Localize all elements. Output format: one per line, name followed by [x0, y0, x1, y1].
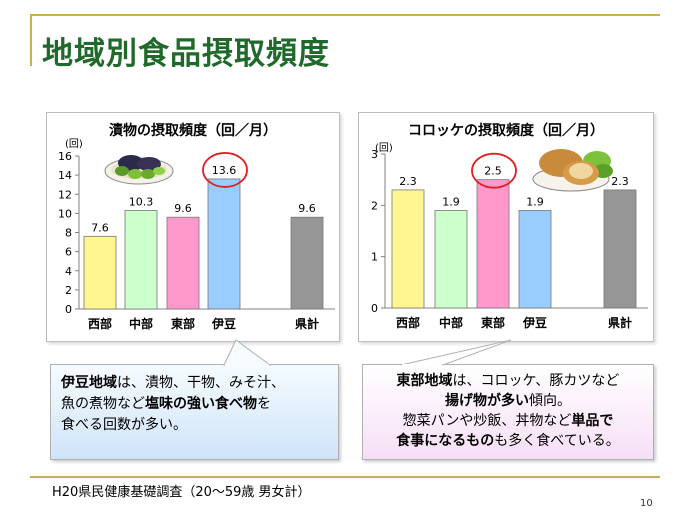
bar	[603, 189, 637, 309]
tobu-callout-line-4: 食事になるものも多く食べている。	[396, 433, 620, 449]
x-tick-label: 県計	[608, 315, 632, 330]
y-tick-label: 2	[371, 199, 378, 212]
pickles-chart: 漬物の摂取頻度（回／月） (回) 0 2 4 6 8 10 12 14 16 7.6 西部 10.3 中…	[58, 122, 335, 331]
y-unit-label: (回)	[65, 138, 83, 150]
y-tick-label: 10	[58, 207, 72, 220]
y-tick-label: 0	[371, 302, 378, 315]
x-tick-label: 西部	[396, 315, 420, 330]
left-accent-rule	[30, 14, 32, 66]
highlight-circle	[202, 152, 248, 188]
x-tick-label: 東部	[481, 315, 505, 330]
bar	[518, 210, 552, 309]
bar	[476, 179, 510, 309]
chart-title: 漬物の摂取頻度（回／月）	[109, 122, 277, 139]
x-tick-label: 中部	[129, 316, 153, 331]
tobu-callout-line-3: 惣菜パンや炒飯、丼物など単品で	[402, 413, 614, 429]
izu-callout-line-3: 食べる回数が多い。	[61, 417, 187, 433]
y-tick-label: 16	[58, 150, 72, 163]
data-label: 2.3	[611, 175, 629, 188]
data-label: 9.6	[298, 202, 316, 215]
x-tick-label: 東部	[171, 316, 195, 331]
data-label: 10.3	[129, 196, 154, 209]
page-number: 10	[640, 498, 653, 509]
x-tick-label: 伊豆	[522, 315, 547, 330]
data-label: 7.6	[91, 221, 109, 234]
y-tick-label: 4	[65, 265, 72, 278]
croquette-chart: コロッケの摂取頻度（回／月） (回) 0 1 2 3 2.3 西部 1.9 中部 2.5 東部 1.…	[371, 122, 648, 330]
source-note: H20県民健康基礎調査（20〜59歳 男女計）	[52, 485, 311, 500]
data-label: 9.6	[174, 202, 192, 215]
slide-title: 地域別食品摂取頻度	[42, 36, 330, 72]
bar	[166, 216, 200, 310]
x-tick-label: 県計	[295, 316, 319, 331]
highlight-circle	[471, 152, 517, 189]
tobu-callout-line-2: 揚げ物が多い傾向。	[445, 393, 571, 409]
x-tick-label: 西部	[88, 316, 112, 331]
data-label: 2.5	[484, 165, 502, 178]
y-tick-label: 8	[65, 227, 72, 240]
izu-callout-line-1: 伊豆地域は、漬物、干物、みそ汁、	[61, 375, 285, 391]
y-tick-label: 0	[65, 303, 72, 316]
pickles-plate-image	[104, 155, 174, 185]
data-label: 1.9	[526, 195, 544, 208]
data-label: 13.6	[212, 164, 237, 177]
data-label: 2.3	[399, 175, 417, 188]
izu-callout: 伊豆地域は、漬物、干物、みそ汁、 魚の煮物など塩味の強い食べ物を 食べる回数が多…	[50, 339, 339, 460]
tobu-callout: 東部地域は、コロッケ、豚カツなど 揚げ物が多い傾向。 惣菜パンや炒飯、丼物など単…	[362, 339, 654, 460]
footer-rule	[30, 476, 660, 478]
bar	[391, 189, 425, 309]
y-tick-label: 3	[371, 148, 378, 161]
pickles-chart-panel: 漬物の摂取頻度（回／月） (回) 0 2 4 6 8 10 12 14 16 7.6 西部 10.3 中…	[46, 112, 340, 342]
callout-pointer	[400, 339, 512, 366]
y-tick-label: 12	[58, 188, 72, 201]
y-tick-label: 2	[65, 284, 72, 297]
bar	[83, 235, 117, 310]
chart-title: コロッケの摂取頻度（回／月）	[408, 122, 604, 139]
x-tick-label: 伊豆	[211, 316, 236, 331]
bar	[290, 216, 324, 310]
x-tick-label: 中部	[439, 315, 463, 330]
y-tick-label: 1	[371, 251, 378, 264]
y-tick-label: 6	[65, 246, 72, 259]
data-label: 1.9	[442, 195, 460, 208]
y-tick-label: 14	[58, 169, 72, 182]
callout-pointer	[223, 339, 272, 366]
izu-callout-line-2: 魚の煮物など塩味の強い食べ物を	[61, 396, 271, 412]
y-unit-label: (回)	[375, 142, 393, 154]
bar	[124, 210, 158, 310]
top-accent-rule	[30, 14, 660, 16]
bar	[434, 210, 468, 309]
tobu-callout-line-1: 東部地域は、コロッケ、豚カツなど	[396, 373, 620, 389]
croquette-plate-image	[532, 149, 613, 192]
bar	[207, 178, 241, 310]
croquette-chart-panel: コロッケの摂取頻度（回／月） (回) 0 1 2 3 2.3 西部 1.9 中部 2.5 東部 1.…	[358, 112, 654, 342]
